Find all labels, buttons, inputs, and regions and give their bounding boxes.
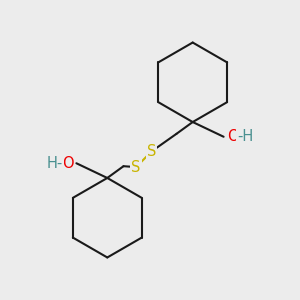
- Text: S: S: [131, 160, 141, 175]
- Text: H-: H-: [46, 156, 62, 171]
- Text: O: O: [226, 129, 238, 144]
- Text: -H: -H: [238, 129, 254, 144]
- Text: O: O: [62, 156, 74, 171]
- Text: S: S: [147, 144, 156, 159]
